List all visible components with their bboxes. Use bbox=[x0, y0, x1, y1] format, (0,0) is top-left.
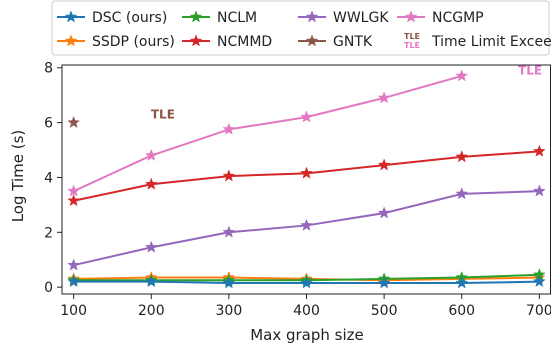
data-point bbox=[300, 276, 313, 289]
data-point bbox=[300, 166, 313, 179]
series-line-ncgmp bbox=[73, 75, 463, 193]
legend-label: GNTK bbox=[333, 34, 373, 50]
data-point bbox=[377, 158, 391, 171]
data-point bbox=[455, 276, 469, 289]
legend-item: GNTK bbox=[298, 34, 373, 50]
data-point bbox=[144, 274, 158, 288]
legend-star-icon bbox=[404, 10, 418, 23]
legend-box bbox=[51, 0, 550, 56]
data-point bbox=[67, 274, 81, 288]
data-point bbox=[67, 258, 81, 271]
data-point bbox=[532, 144, 546, 157]
series-wwlgk bbox=[67, 184, 546, 271]
legend-item: NCLM bbox=[182, 10, 257, 26]
data-point bbox=[67, 115, 81, 129]
x-tick-label: 700 bbox=[526, 303, 551, 319]
series-dsc-ours bbox=[67, 274, 546, 289]
plot-frame bbox=[61, 64, 551, 295]
legend-label: NCMMD bbox=[217, 34, 272, 50]
legend-star-icon bbox=[64, 10, 78, 23]
data-point bbox=[144, 177, 158, 190]
x-tick-label: 500 bbox=[371, 303, 398, 319]
y-tick-label: 0 bbox=[44, 280, 53, 296]
data-point bbox=[377, 276, 391, 289]
tle-annotation: TLE bbox=[151, 107, 175, 121]
data-point bbox=[532, 184, 546, 197]
data-point bbox=[532, 274, 546, 288]
series-gntk bbox=[67, 115, 81, 129]
x-tick-label: 100 bbox=[60, 303, 87, 319]
x-tick-label: 600 bbox=[448, 303, 475, 319]
plot-axes: 100 200 300 400 500 600 700 0 2 4 6 8 bbox=[44, 61, 551, 319]
series-ncgmp bbox=[67, 69, 469, 197]
legend-label: Time Limit Exceeded bbox=[431, 34, 551, 50]
y-axis-label: Log Time (s) bbox=[9, 130, 27, 223]
tle-icon-bottom: TLE bbox=[404, 41, 420, 50]
legend-item: WWLGK bbox=[298, 10, 389, 26]
tle-icon-top: TLE bbox=[404, 32, 420, 41]
y-tick-label: 6 bbox=[44, 116, 53, 132]
y-tick-label: 8 bbox=[44, 61, 53, 77]
data-point bbox=[67, 194, 81, 207]
data-point bbox=[144, 240, 158, 253]
x-axis-label: Max graph size bbox=[250, 326, 364, 344]
legend-star-icon bbox=[64, 34, 78, 47]
legend-item: DSC (ours) bbox=[57, 10, 167, 26]
legend-star-icon bbox=[305, 34, 319, 47]
x-tick-label: 200 bbox=[138, 303, 165, 319]
data-point bbox=[455, 187, 469, 200]
x-tick-label: 300 bbox=[216, 303, 243, 319]
legend-label: WWLGK bbox=[333, 10, 389, 26]
x-tick-label: 400 bbox=[293, 303, 320, 319]
data-point bbox=[222, 276, 236, 289]
legend-label: NCLM bbox=[217, 10, 257, 26]
series-ncmmd bbox=[67, 144, 546, 207]
data-point bbox=[222, 225, 236, 238]
y-tick-label: 2 bbox=[44, 225, 53, 241]
legend-item: NCGMP bbox=[397, 10, 484, 26]
legend: DSC (ours) NCLM WWLGK NCGMP SSDP (ours) NCMMD… bbox=[51, 0, 551, 56]
legend-label: DSC (ours) bbox=[92, 10, 167, 26]
y-tick-label: 4 bbox=[44, 170, 53, 186]
legend-label: NCGMP bbox=[432, 10, 484, 26]
data-point bbox=[222, 122, 236, 135]
data-point bbox=[455, 150, 469, 163]
legend-star-icon bbox=[189, 34, 203, 47]
data-point bbox=[144, 148, 158, 161]
data-point bbox=[300, 110, 313, 123]
legend-item: SSDP (ours) bbox=[57, 34, 175, 50]
legend-star-icon bbox=[189, 10, 203, 23]
data-point bbox=[377, 91, 391, 104]
data-point bbox=[300, 218, 313, 231]
tle-annotation: TLE bbox=[518, 64, 542, 78]
series-layer bbox=[67, 69, 546, 289]
legend-star-icon bbox=[305, 10, 319, 23]
data-point bbox=[67, 184, 81, 197]
annotation-layer: TLE TLE bbox=[151, 64, 542, 122]
data-point bbox=[377, 206, 391, 219]
legend-label: SSDP (ours) bbox=[92, 34, 175, 50]
legend-item: NCMMD bbox=[182, 34, 272, 50]
data-point bbox=[455, 69, 469, 82]
data-point bbox=[222, 169, 236, 182]
